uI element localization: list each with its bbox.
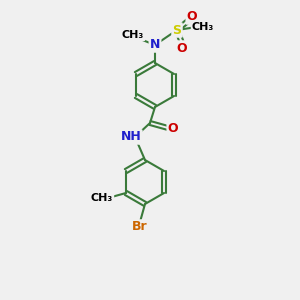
Text: S: S [172,23,182,37]
Text: CH₃: CH₃ [192,22,214,32]
Text: NH: NH [121,130,141,143]
Text: O: O [168,122,178,134]
Text: N: N [150,38,160,52]
Text: CH₃: CH₃ [91,193,113,203]
Text: CH₃: CH₃ [122,30,144,40]
Text: Br: Br [132,220,148,233]
Text: O: O [187,11,197,23]
Text: O: O [177,41,187,55]
